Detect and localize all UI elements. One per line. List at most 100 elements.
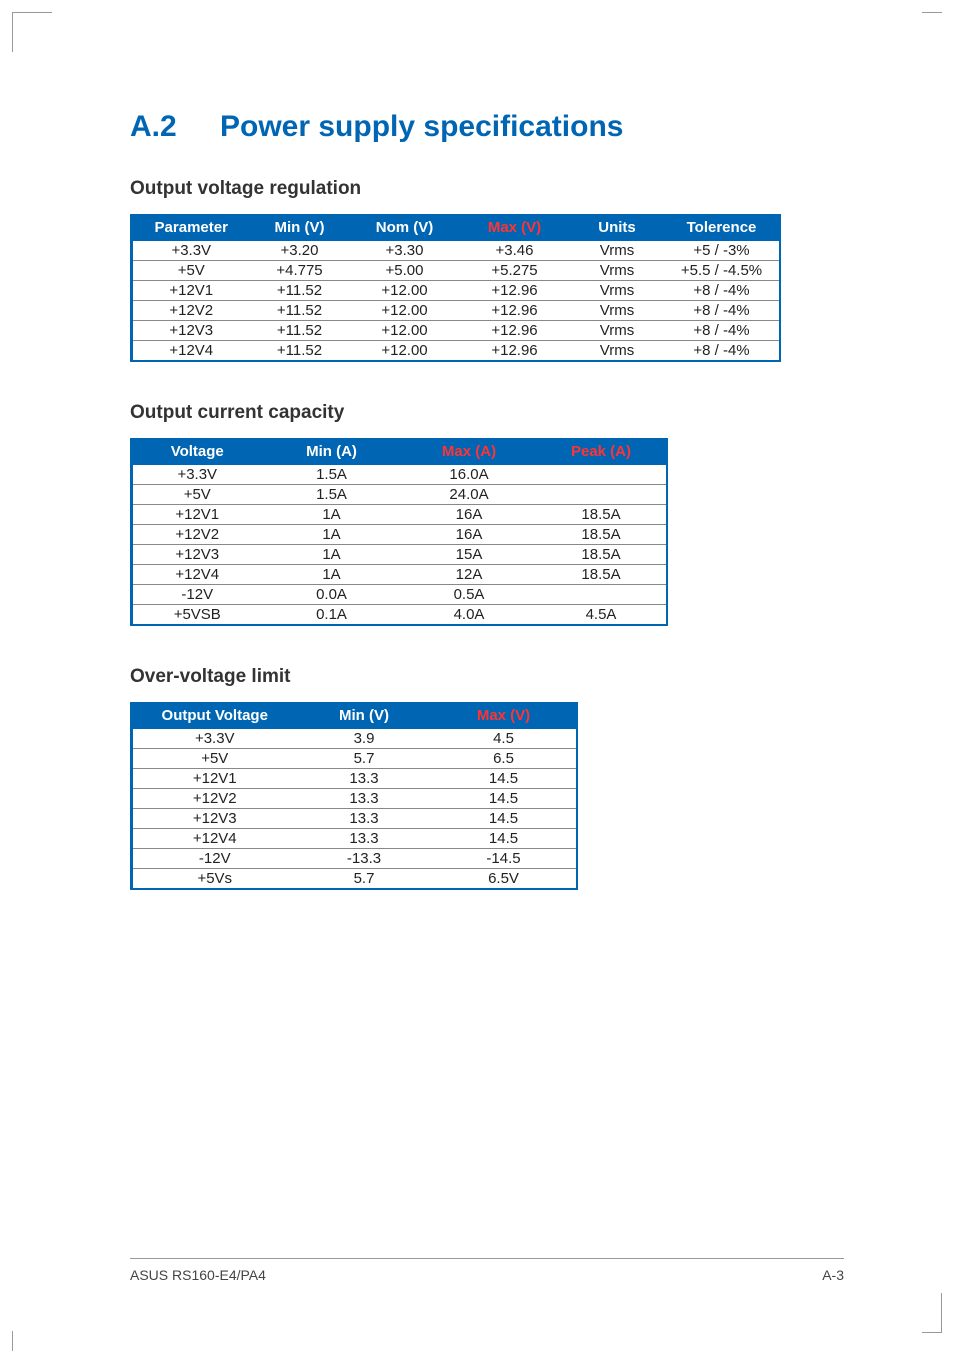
footer-left: ASUS RS160-E4/PA4	[130, 1267, 266, 1283]
table-header-row: Voltage Min (A) Max (A) Peak (A)	[132, 439, 667, 464]
table-cell: +3.20	[250, 240, 350, 261]
table-cell: +8 / -4%	[665, 341, 780, 362]
table-row: +12V313.314.5	[132, 809, 577, 829]
col-min-v: Min (V)	[250, 215, 350, 240]
col-voltage: Voltage	[132, 439, 262, 464]
table-row: +5Vs5.76.5V	[132, 869, 577, 890]
table-cell: 18.5A	[537, 565, 667, 585]
table-cell: +5 / -3%	[665, 240, 780, 261]
col-tolerance: Tolerence	[665, 215, 780, 240]
table-cell: 18.5A	[537, 505, 667, 525]
table-cell: +11.52	[250, 301, 350, 321]
table-row: +3.3V1.5A16.0A	[132, 464, 667, 485]
subheading-overvoltage-limit: Over-voltage limit	[130, 666, 844, 688]
table-cell: Vrms	[570, 240, 665, 261]
table-cell	[537, 464, 667, 485]
table-cell	[537, 585, 667, 605]
section-title: Power supply specifications	[220, 110, 623, 143]
table-cell: 0.1A	[262, 605, 402, 626]
table-cell: +3.30	[350, 240, 460, 261]
table-row: +12V213.314.5	[132, 789, 577, 809]
table-cell: +5.00	[350, 261, 460, 281]
table-cell: +12V1	[132, 281, 250, 301]
table-voltage-regulation: Parameter Min (V) Nom (V) Max (V) Units …	[130, 214, 781, 362]
section-number: A.2	[130, 110, 220, 144]
table-cell: +8 / -4%	[665, 281, 780, 301]
table-cell: 13.3	[297, 809, 432, 829]
table-cell: 6.5	[432, 749, 577, 769]
table-row: +12V413.314.5	[132, 829, 577, 849]
table-overvoltage-limit: Output Voltage Min (V) Max (V) +3.3V3.94…	[130, 702, 578, 890]
table-row: -12V-13.3-14.5	[132, 849, 577, 869]
table-cell: 5.7	[297, 749, 432, 769]
table-row: +3.3V+3.20+3.30+3.46Vrms+5 / -3%	[132, 240, 780, 261]
table-cell: 4.5A	[537, 605, 667, 626]
table-cell: +5V	[132, 485, 262, 505]
col-max-a: Max (A)	[402, 439, 537, 464]
table-cell: 15A	[402, 545, 537, 565]
table-row: +3.3V3.94.5	[132, 728, 577, 749]
crop-mark-bl	[12, 1331, 52, 1351]
table-cell: 24.0A	[402, 485, 537, 505]
table-cell: +5V	[132, 261, 250, 281]
table-cell: Vrms	[570, 301, 665, 321]
table-cell: +5V	[132, 749, 297, 769]
table-cell: 14.5	[432, 769, 577, 789]
table-cell: +5VSB	[132, 605, 262, 626]
table-cell: +11.52	[250, 341, 350, 362]
crop-mark-tr	[922, 12, 942, 52]
col-min-v: Min (V)	[297, 703, 432, 728]
table-row: +12V11A16A18.5A	[132, 505, 667, 525]
col-nom-v: Nom (V)	[350, 215, 460, 240]
table-cell: +12V3	[132, 809, 297, 829]
table-cell: +5Vs	[132, 869, 297, 890]
table-row: +12V21A16A18.5A	[132, 525, 667, 545]
table-cell: +11.52	[250, 281, 350, 301]
table-cell: -12V	[132, 585, 262, 605]
table-header-row: Parameter Min (V) Nom (V) Max (V) Units …	[132, 215, 780, 240]
table-cell: 18.5A	[537, 545, 667, 565]
table-cell: +8 / -4%	[665, 301, 780, 321]
table-header-row: Output Voltage Min (V) Max (V)	[132, 703, 577, 728]
crop-mark-tl	[12, 12, 52, 52]
table-cell: Vrms	[570, 261, 665, 281]
table-row: +5V+4.775+5.00+5.275Vrms+5.5 / -4.5%	[132, 261, 780, 281]
table-cell: -13.3	[297, 849, 432, 869]
table-cell: +12.96	[460, 321, 570, 341]
table-cell: 1A	[262, 565, 402, 585]
table-cell: +12.96	[460, 341, 570, 362]
table-body: +3.3V1.5A16.0A+5V1.5A24.0A+12V11A16A18.5…	[132, 464, 667, 625]
table-cell: -12V	[132, 849, 297, 869]
table-cell: 0.0A	[262, 585, 402, 605]
table-cell: 16A	[402, 525, 537, 545]
table-cell: +12V2	[132, 525, 262, 545]
table-cell: +12.00	[350, 301, 460, 321]
table-cell: 16.0A	[402, 464, 537, 485]
table-row: +5V5.76.5	[132, 749, 577, 769]
table-row: +5V1.5A24.0A	[132, 485, 667, 505]
table-cell: 1A	[262, 545, 402, 565]
table-cell: +3.3V	[132, 464, 262, 485]
subheading-voltage-regulation: Output voltage regulation	[130, 178, 844, 200]
table-cell: Vrms	[570, 281, 665, 301]
table-cell: 4.5	[432, 728, 577, 749]
table-cell: +4.775	[250, 261, 350, 281]
table-cell: 1.5A	[262, 485, 402, 505]
crop-mark-br	[922, 1293, 942, 1333]
table-cell: 13.3	[297, 769, 432, 789]
table-cell: 1A	[262, 525, 402, 545]
table-cell: 14.5	[432, 789, 577, 809]
col-parameter: Parameter	[132, 215, 250, 240]
table-cell: +12.96	[460, 301, 570, 321]
table-cell: 13.3	[297, 789, 432, 809]
table-row: +12V41A12A18.5A	[132, 565, 667, 585]
table-cell: 6.5V	[432, 869, 577, 890]
table-cell: 16A	[402, 505, 537, 525]
table-cell: +3.3V	[132, 728, 297, 749]
table-row: +12V2+11.52+12.00+12.96Vrms+8 / -4%	[132, 301, 780, 321]
table-cell: +5.5 / -4.5%	[665, 261, 780, 281]
table-cell: 13.3	[297, 829, 432, 849]
table-cell: +5.275	[460, 261, 570, 281]
table-row: -12V0.0A0.5A	[132, 585, 667, 605]
footer-right: A-3	[822, 1267, 844, 1283]
